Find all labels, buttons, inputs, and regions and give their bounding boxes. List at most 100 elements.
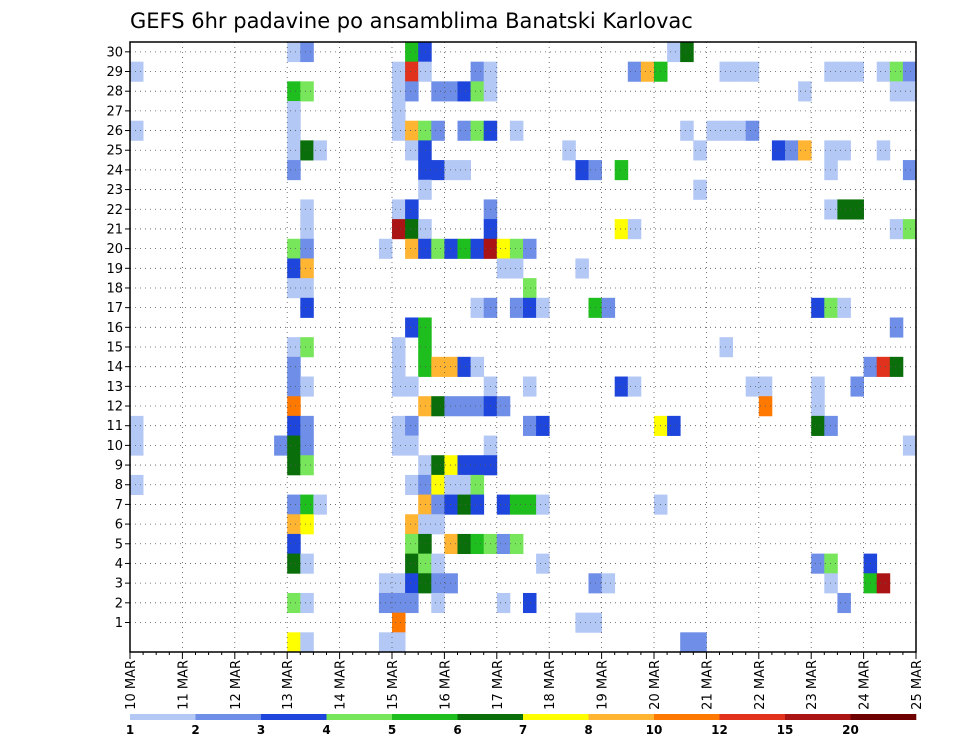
y-tick-label: 11 xyxy=(106,419,123,434)
heatmap-cell xyxy=(496,238,511,259)
heatmap-cell xyxy=(418,455,432,476)
heatmap-cell xyxy=(470,474,485,495)
heatmap-cell xyxy=(509,238,524,259)
heatmap-cell xyxy=(431,160,445,181)
heatmap-cell xyxy=(392,632,406,653)
heatmap-cell xyxy=(287,455,301,476)
heatmap-cell xyxy=(536,553,550,574)
heatmap-cell xyxy=(418,396,432,417)
heatmap-cell xyxy=(287,396,301,417)
heatmap-cell xyxy=(837,61,851,82)
heatmap-cell xyxy=(392,376,406,397)
heatmap-cell xyxy=(431,573,445,594)
legend-label: 15 xyxy=(777,723,794,737)
heatmap-cell xyxy=(418,474,432,495)
heatmap-cell xyxy=(392,573,406,594)
heatmap-cell xyxy=(287,258,301,279)
heatmap-cell xyxy=(300,42,314,63)
y-tick-label: 28 xyxy=(106,85,123,100)
heatmap-cell xyxy=(444,455,458,476)
y-tick-label: 18 xyxy=(106,281,123,296)
heatmap-cell xyxy=(837,199,851,220)
legend-label: 1 xyxy=(126,723,134,737)
legend-label: 3 xyxy=(257,723,265,737)
heatmap-cell xyxy=(523,494,537,515)
heatmap-cell xyxy=(523,278,537,299)
heatmap-cell xyxy=(300,140,314,161)
legend-swatch xyxy=(261,714,327,720)
heatmap-cell xyxy=(850,61,864,82)
heatmap-cell xyxy=(431,474,445,495)
heatmap-cell xyxy=(457,160,471,181)
legend-swatch xyxy=(719,714,786,720)
heatmap-cell xyxy=(496,396,511,417)
heatmap-cell xyxy=(300,553,314,574)
heatmap-cell xyxy=(392,612,406,633)
heatmap-cell xyxy=(745,376,760,397)
heatmap-cell xyxy=(902,160,917,181)
heatmap-cell xyxy=(680,632,694,653)
heatmap-cell xyxy=(392,61,406,82)
heatmap-cell xyxy=(798,81,812,102)
legend-label: 20 xyxy=(842,723,859,737)
heatmap-cell xyxy=(444,160,458,181)
heatmap-cell xyxy=(902,435,917,456)
heatmap-cell xyxy=(837,592,851,614)
legend-swatch xyxy=(392,714,458,720)
legend-label: 12 xyxy=(711,723,728,737)
legend-swatch xyxy=(457,714,524,720)
legend-label: 8 xyxy=(584,723,592,737)
heatmap-cell xyxy=(418,140,432,161)
legend-swatch xyxy=(785,714,851,720)
heatmap-cell xyxy=(287,160,301,181)
heatmap-cell xyxy=(392,592,406,614)
y-tick-label: 7 xyxy=(115,498,123,513)
heatmap-cell xyxy=(601,297,616,318)
heatmap-cell xyxy=(457,474,471,495)
heatmap-cell xyxy=(405,238,419,259)
heatmap-cell xyxy=(732,120,747,141)
heatmap-cell xyxy=(457,356,471,377)
heatmap-cell xyxy=(614,219,629,240)
heatmap-cell xyxy=(640,61,655,82)
x-tick-label: 23 MAR xyxy=(805,660,820,710)
heatmap-cell xyxy=(444,356,458,377)
heatmap-cell xyxy=(287,81,301,102)
heatmap-cell xyxy=(431,396,445,417)
heatmap-cell xyxy=(745,61,760,82)
heatmap-cell xyxy=(523,415,537,436)
heatmap-cell xyxy=(902,219,917,240)
heatmap-cell xyxy=(405,514,419,535)
heatmap-cell xyxy=(850,199,864,220)
heatmap-cell xyxy=(614,376,629,397)
y-axis: 1234567891011121314151617181920212223242… xyxy=(106,45,130,631)
heatmap-cell xyxy=(405,415,419,436)
y-tick-label: 10 xyxy=(106,439,123,454)
heatmap-cell xyxy=(811,297,825,318)
heatmap-cell xyxy=(300,81,314,102)
heatmap-cell xyxy=(300,514,314,535)
heatmap-cell xyxy=(287,376,301,397)
heatmap-cell xyxy=(444,474,458,495)
heatmap-cell xyxy=(431,81,445,102)
heatmap-cell xyxy=(444,533,458,555)
legend-label: 7 xyxy=(519,723,527,737)
heatmap-cell xyxy=(523,592,537,614)
heatmap-cell xyxy=(457,120,471,141)
heatmap-cell xyxy=(719,120,733,141)
heatmap-cell xyxy=(457,494,471,515)
x-tick-label: 21 MAR xyxy=(700,660,715,710)
heatmap-cell xyxy=(509,494,524,515)
legend-swatch xyxy=(326,714,393,720)
heatmap-cell xyxy=(706,120,720,141)
heatmap-cell xyxy=(378,632,393,653)
heatmap-cell xyxy=(889,61,904,82)
heatmap-cell xyxy=(470,494,485,515)
heatmap-cell xyxy=(418,179,432,200)
x-tick-label: 16 MAR xyxy=(438,660,453,710)
heatmap-cell xyxy=(771,140,786,161)
heatmap-cell xyxy=(667,415,681,436)
y-tick-label: 21 xyxy=(106,222,123,237)
heatmap-cell xyxy=(693,632,707,653)
heatmap-cell xyxy=(470,356,485,377)
